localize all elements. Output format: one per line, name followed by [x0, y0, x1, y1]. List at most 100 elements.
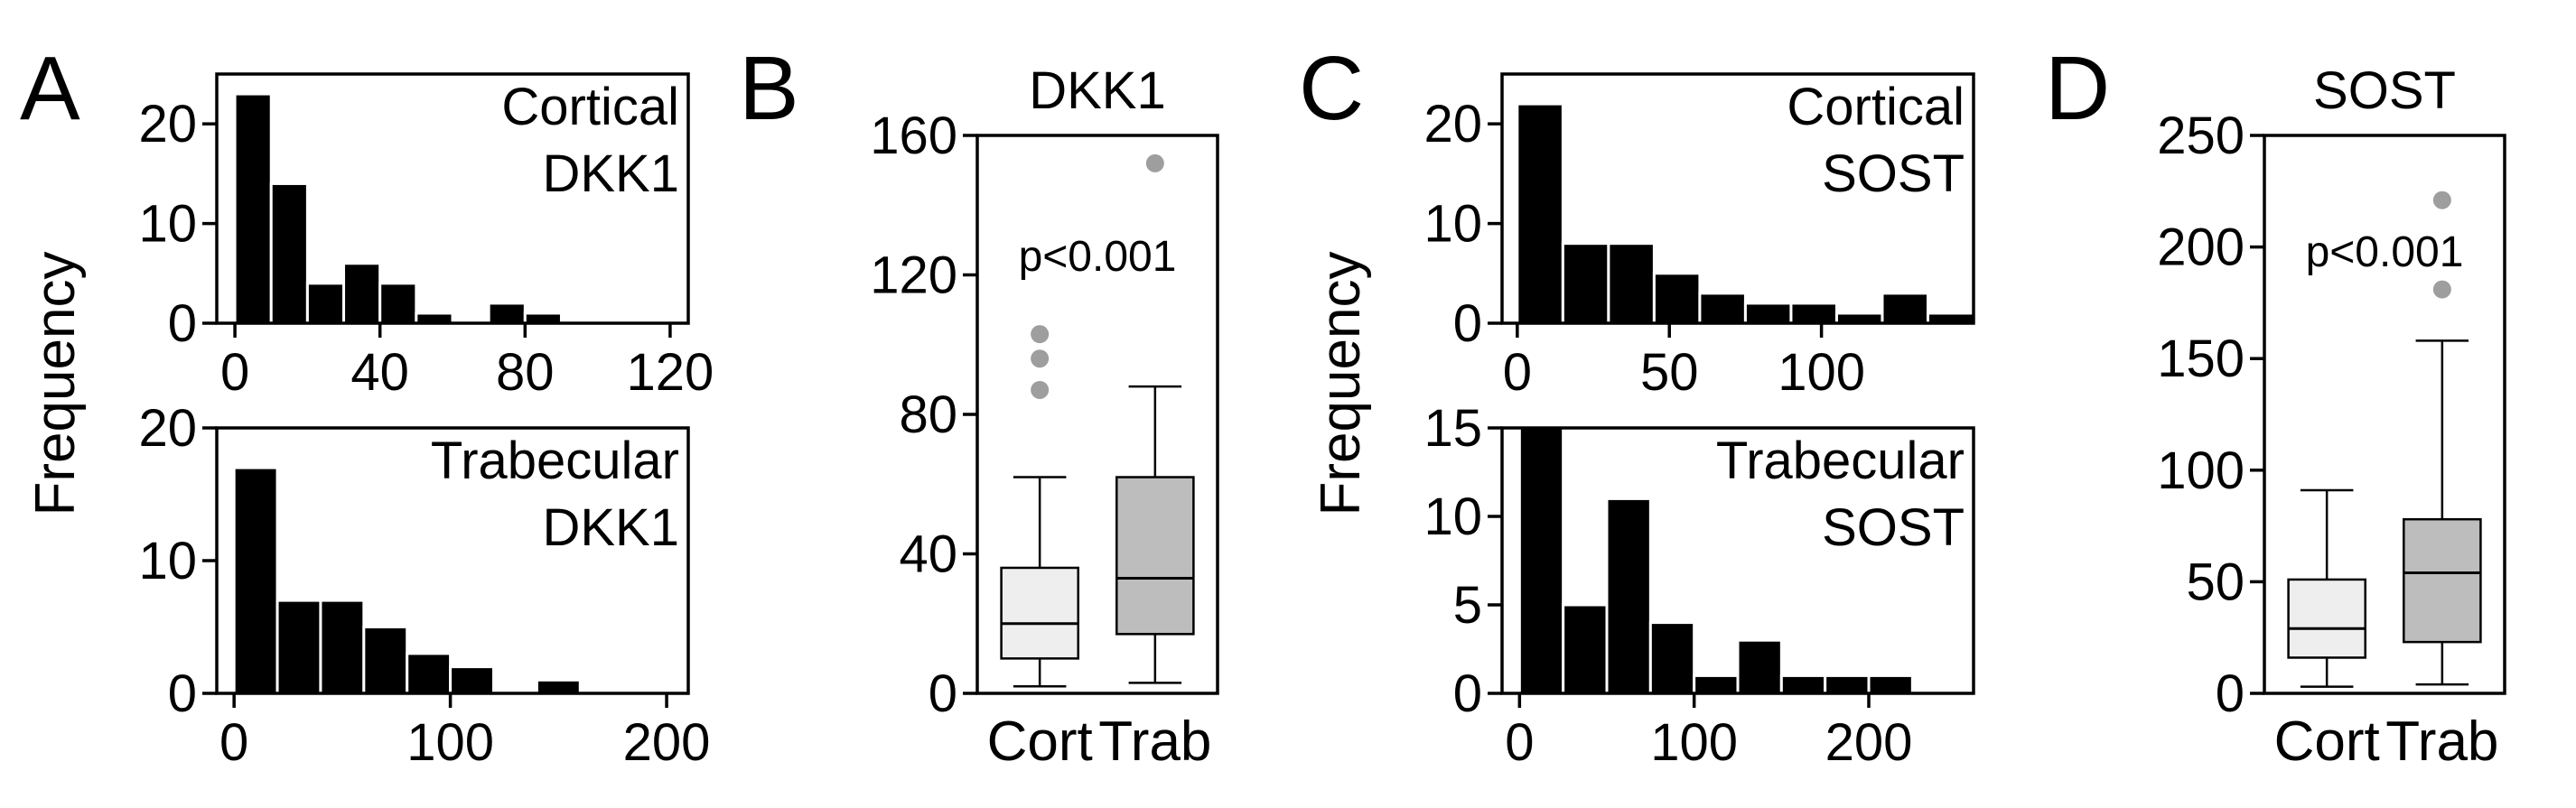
y-tick-label: 0 [168, 664, 197, 723]
histogram-bar [1824, 673, 1871, 695]
boxplot-trab [2403, 190, 2482, 686]
histogram-title-line: DKK1 [542, 144, 679, 203]
histogram-title-line: Cortical [1787, 78, 1965, 136]
x-category-label: Trab [1098, 710, 1211, 773]
x-tick-label: 200 [1825, 713, 1913, 772]
histogram-bar [362, 626, 409, 695]
plot-frame [2263, 134, 2506, 695]
histogram-bar [232, 466, 279, 695]
histogram-bar [406, 652, 453, 695]
y-tick-label: 120 [870, 246, 957, 305]
histogram-title-line: Trabecular [1716, 432, 1965, 490]
histogram-bar [233, 92, 273, 325]
histogram-bar [1693, 673, 1740, 695]
outlier-point [1031, 380, 1050, 399]
histogram-bar [319, 599, 366, 695]
x-tick-label: 200 [623, 713, 711, 772]
y-tick-label: 20 [138, 95, 197, 153]
y-tick-label: 10 [1423, 195, 1482, 254]
y-tick-label: 200 [2157, 218, 2245, 277]
plot-frame [215, 72, 690, 325]
x-tick-label: 100 [1650, 713, 1738, 772]
y-tick-label: 20 [1423, 95, 1482, 153]
panel-letter: A [20, 38, 80, 139]
outlier-point [2432, 280, 2451, 299]
y-tick-label: 10 [138, 532, 197, 590]
histogram-bar [1561, 242, 1610, 325]
boxplot-trab [1115, 153, 1195, 684]
outlier-point [1031, 349, 1050, 368]
histogram-bar [1516, 102, 1564, 325]
y-tick-label: 0 [168, 294, 197, 353]
box-iqr [2287, 578, 2366, 659]
histogram-bar [1779, 673, 1827, 695]
x-tick-label: 120 [627, 343, 714, 402]
histogram-bar [1881, 292, 1929, 325]
y-tick-label: 100 [2157, 441, 2245, 500]
boxplot-cort [1000, 325, 1079, 688]
y-tick-label: 40 [899, 525, 957, 584]
y-tick-label: 250 [2157, 107, 2245, 165]
histogram-bar [1562, 603, 1609, 695]
x-tick-label: 100 [406, 713, 494, 772]
y-tick-label: 20 [138, 399, 197, 458]
histogram-bar [449, 665, 495, 695]
histogram-bar [269, 181, 309, 325]
y-tick-label: 0 [2216, 664, 2245, 723]
box-iqr [2403, 517, 2482, 644]
y-tick-label: 5 [1453, 576, 1482, 635]
panel-letter: C [1299, 38, 1364, 139]
p-value-annotation: p<0.001 [2306, 228, 2464, 276]
y-tick-label: 150 [2157, 330, 2245, 388]
y-tick-label: 0 [929, 664, 957, 723]
histogram-bar [1867, 673, 1914, 695]
p-value-annotation: p<0.001 [1019, 233, 1177, 281]
x-tick-label: 100 [1778, 343, 1865, 402]
y-tick-label: 15 [1423, 399, 1482, 458]
boxplot-title: DKK1 [1029, 61, 1166, 120]
histogram-bar [305, 282, 346, 325]
panel-letter: B [739, 38, 799, 139]
x-tick-label: 0 [220, 343, 249, 402]
panel-c-bottom: 0 5 10 15 0 100 200 Trabecular SOST [1423, 399, 1975, 772]
x-tick-label: 0 [1505, 713, 1534, 772]
outlier-point [1031, 325, 1050, 344]
histogram-bar [1517, 426, 1565, 695]
histogram-title-line: Cortical [501, 78, 679, 136]
outlier-point [2432, 190, 2451, 209]
x-category-label: Cort [987, 710, 1093, 773]
histogram-title-line: SOST [1822, 498, 1965, 557]
outlier-point [1145, 153, 1164, 172]
y-axis-label: Frequency [1310, 252, 1372, 516]
x-category-label: Cort [2274, 710, 2380, 773]
y-tick-label: 10 [1423, 488, 1482, 546]
panel-d: Cort Trab 0 50 100 150 200 250 SOST p<0.001 D [2045, 38, 2506, 773]
panel-b: Cort Trab 0 40 80 120 160 DKK1 p<0.001 B [739, 38, 1219, 773]
histogram-bar [1736, 638, 1783, 695]
x-tick-label: 80 [496, 343, 555, 402]
boxplot-title: SOST [2313, 61, 2456, 120]
histogram-bar [1607, 242, 1656, 325]
x-tick-label: 0 [1503, 343, 1532, 402]
panel-letter: D [2045, 38, 2110, 139]
x-tick-label: 0 [219, 713, 248, 772]
y-tick-label: 50 [2186, 553, 2245, 611]
y-tick-label: 0 [1453, 664, 1482, 723]
histogram-bar [535, 678, 582, 695]
histogram-bar [1743, 302, 1793, 325]
histogram-title-line: DKK1 [542, 498, 679, 557]
panel-c-top: 0 10 20 0 50 100 Cortical SOST C Frequency [1299, 38, 1975, 516]
histogram-bar [1652, 272, 1702, 325]
x-tick-label: 40 [350, 343, 409, 402]
box-iqr [1115, 476, 1195, 636]
x-category-label: Trab [2385, 710, 2498, 773]
histogram-title-line: Trabecular [431, 432, 679, 490]
y-axis-label: Frequency [24, 252, 87, 516]
histogram-bar [1698, 292, 1747, 325]
histogram-bar [378, 282, 418, 325]
histogram-bar [342, 262, 382, 325]
histogram-bar [1605, 497, 1652, 695]
histogram-bar [487, 302, 527, 325]
histogram-bar [1789, 302, 1838, 325]
